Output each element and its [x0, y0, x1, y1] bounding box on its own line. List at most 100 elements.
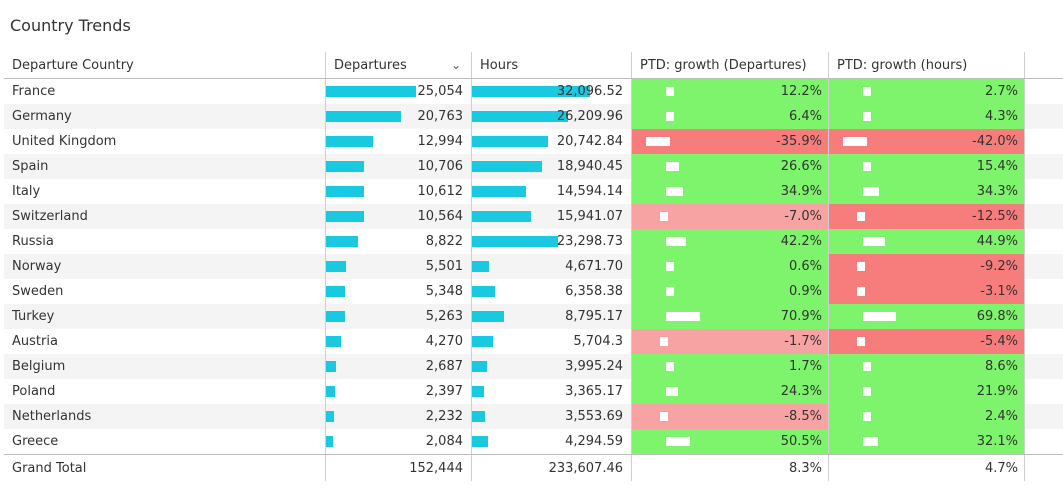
country-cell: Greece [12, 434, 59, 449]
country-cell: Russia [12, 234, 54, 249]
table-row[interactable]: Russia 8,822 23,298.73 42.2% 44.9% [4, 229, 1063, 254]
growth-departures-marker [666, 237, 686, 246]
hours-cell: 15,941.07 [471, 204, 631, 229]
country-cell: Spain [12, 159, 49, 174]
departures-value: 20,763 [417, 109, 464, 124]
header-departures[interactable]: Departures ⌄ [325, 52, 471, 78]
growth-hours-marker [863, 437, 878, 446]
growth-hours-marker [863, 412, 871, 421]
growth-hours-value: 34.3% [976, 184, 1018, 199]
growth-departures-cell: 26.6% [631, 154, 828, 179]
table-body: France 25,054 32,096.52 12.2% 2.7% Germany 20,… [4, 79, 1063, 454]
departures-bar [326, 286, 345, 297]
departures-bar [326, 211, 364, 222]
grand-total-row: Grand Total 152,444 233,607.46 8.3% 4.7% [4, 454, 1063, 481]
growth-departures-marker [666, 312, 700, 321]
country-trends-table: Departure Country Departures ⌄ Hours PTD… [4, 52, 1063, 481]
page-title: Country Trends [10, 16, 131, 35]
table-row[interactable]: Italy 10,612 14,594.14 34.9% 34.3% [4, 179, 1063, 204]
table-row[interactable]: France 25,054 32,096.52 12.2% 2.7% [4, 79, 1063, 104]
table-row[interactable]: Spain 10,706 18,940.45 26.6% 15.4% [4, 154, 1063, 179]
hours-value: 3,995.24 [565, 359, 623, 374]
table-row[interactable]: Sweden 5,348 6,358.38 0.9% -3.1% [4, 279, 1063, 304]
growth-hours-cell: 8.6% [828, 354, 1025, 379]
growth-departures-marker [666, 387, 678, 396]
hours-cell: 8,795.17 [471, 304, 631, 329]
hours-value: 14,594.14 [556, 184, 623, 199]
table-row[interactable]: Turkey 5,263 8,795.17 70.9% 69.8% [4, 304, 1063, 329]
departures-cell: 10,706 [325, 154, 471, 179]
header-departure-country[interactable]: Departure Country [12, 57, 134, 73]
growth-departures-value: 34.9% [780, 184, 822, 199]
table-row[interactable]: Germany 20,763 26,209.96 6.4% 4.3% [4, 104, 1063, 129]
hours-bar [472, 436, 488, 447]
growth-departures-cell: -8.5% [631, 404, 828, 429]
grand-total-growth-hours: 4.7% [828, 455, 1025, 481]
growth-departures-marker [666, 362, 674, 371]
country-cell: France [12, 84, 56, 99]
table-row[interactable]: United Kingdom 12,994 20,742.84 -35.9% -42.0… [4, 129, 1063, 154]
departures-cell: 2,084 [325, 429, 471, 454]
departures-bar [326, 311, 345, 322]
hours-value: 20,742.84 [556, 134, 623, 149]
growth-departures-marker [660, 212, 668, 221]
departures-cell: 10,612 [325, 179, 471, 204]
header-hours[interactable]: Hours [471, 52, 631, 78]
country-cell: Norway [12, 259, 62, 274]
growth-hours-value: 2.4% [984, 409, 1018, 424]
departures-cell: 20,763 [325, 104, 471, 129]
header-growth-departures[interactable]: PTD: growth (Departures) [631, 52, 828, 78]
hours-bar [472, 336, 493, 347]
growth-hours-value: 44.9% [976, 234, 1018, 249]
hours-cell: 3,553.69 [471, 404, 631, 429]
departures-bar [326, 361, 336, 372]
chevron-down-icon[interactable]: ⌄ [450, 58, 461, 72]
departures-bar [326, 436, 333, 447]
growth-departures-value: -1.7% [784, 334, 822, 349]
table-row[interactable]: Netherlands 2,232 3,553.69 -8.5% 2.4% [4, 404, 1063, 429]
growth-hours-marker [863, 312, 896, 321]
hours-bar [472, 161, 542, 172]
departures-value: 2,232 [425, 409, 463, 424]
growth-departures-cell: 34.9% [631, 179, 828, 204]
growth-hours-value: 32.1% [976, 434, 1018, 449]
departures-cell: 25,054 [325, 79, 471, 104]
hours-bar [472, 86, 590, 97]
departures-cell: 5,263 [325, 304, 471, 329]
country-cell: Netherlands [12, 409, 92, 424]
hours-bar [472, 236, 558, 247]
growth-hours-cell: 44.9% [828, 229, 1025, 254]
table-row[interactable]: Greece 2,084 4,294.59 50.5% 32.1% [4, 429, 1063, 454]
header-growth-hours[interactable]: PTD: growth (hours) [828, 52, 1025, 78]
growth-hours-marker [843, 137, 867, 146]
departures-cell: 12,994 [325, 129, 471, 154]
table-row[interactable]: Switzerland 10,564 15,941.07 -7.0% -12.5% [4, 204, 1063, 229]
table-row[interactable]: Austria 4,270 5,704.3 -1.7% -5.4% [4, 329, 1063, 354]
grand-total-departures: 152,444 [325, 455, 471, 481]
growth-hours-value: -5.4% [980, 334, 1018, 349]
departures-bar [326, 261, 346, 272]
growth-hours-cell: 15.4% [828, 154, 1025, 179]
growth-departures-value: 50.5% [780, 434, 822, 449]
table-row[interactable]: Norway 5,501 4,671.70 0.6% -9.2% [4, 254, 1063, 279]
growth-departures-cell: 6.4% [631, 104, 828, 129]
grand-total-hours: 233,607.46 [471, 455, 631, 481]
growth-departures-marker [646, 137, 670, 146]
growth-departures-marker [666, 187, 683, 196]
growth-hours-marker [857, 262, 865, 271]
hours-value: 3,553.69 [565, 409, 623, 424]
table-row[interactable]: Poland 2,397 3,365.17 24.3% 21.9% [4, 379, 1063, 404]
hours-bar [472, 411, 485, 422]
growth-hours-value: -3.1% [980, 284, 1018, 299]
hours-value: 6,358.38 [565, 284, 623, 299]
table-row[interactable]: Belgium 2,687 3,995.24 1.7% 8.6% [4, 354, 1063, 379]
growth-departures-cell: -1.7% [631, 329, 828, 354]
growth-departures-marker [660, 412, 668, 421]
growth-hours-cell: 2.7% [828, 79, 1025, 104]
growth-departures-cell: 0.9% [631, 279, 828, 304]
departures-cell: 8,822 [325, 229, 471, 254]
departures-cell: 2,687 [325, 354, 471, 379]
growth-hours-cell: 4.3% [828, 104, 1025, 129]
growth-hours-value: -42.0% [972, 134, 1018, 149]
departures-value: 2,397 [425, 384, 463, 399]
